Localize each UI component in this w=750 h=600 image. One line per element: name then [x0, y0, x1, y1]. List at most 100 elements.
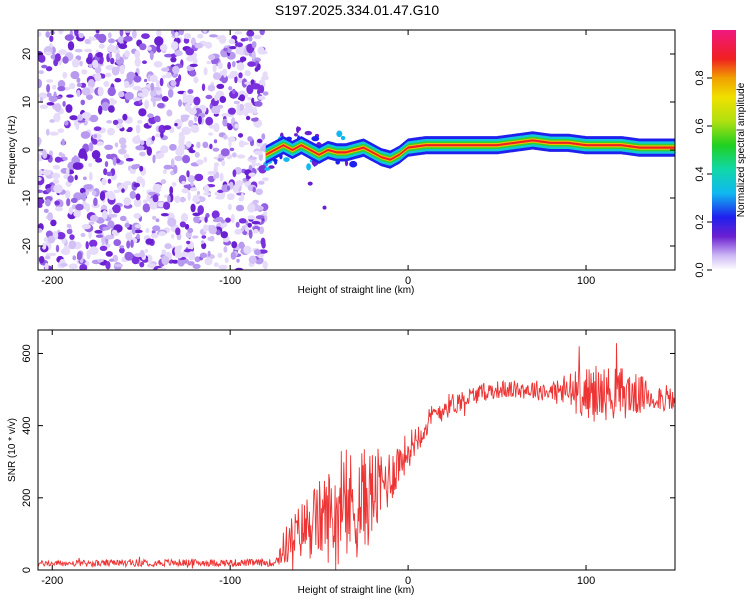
noise-blob [208, 225, 212, 234]
noise-blob [108, 105, 115, 113]
noise-blob [89, 246, 99, 256]
noise-blob [57, 80, 66, 89]
noise-blob [233, 100, 241, 105]
colorbar-gradient [712, 30, 736, 270]
signal-speckle [311, 136, 320, 142]
noise-blob [206, 60, 212, 65]
noise-blob [194, 42, 204, 49]
noise-blob [72, 255, 77, 261]
noise-blob [173, 164, 178, 174]
noise-blob [159, 77, 164, 87]
noise-blob [217, 252, 223, 258]
noise-blob [193, 96, 201, 106]
noise-blob [81, 69, 88, 75]
spectrogram-signal-track [264, 126, 675, 210]
noise-blob [199, 252, 208, 259]
noise-blob [244, 81, 253, 85]
noise-blob [219, 77, 227, 82]
noise-blob [251, 221, 261, 225]
noise-blob [101, 178, 107, 186]
noise-blob [59, 263, 68, 267]
colorbar-ticks: 0.0 0.2 0.4 0.6 0.8 [694, 70, 712, 278]
noise-blob [131, 254, 140, 265]
noise-blob [66, 228, 73, 235]
noise-blob [150, 233, 159, 239]
noise-blob [158, 231, 166, 237]
noise-blob [254, 249, 261, 256]
noise-blob [146, 263, 157, 269]
noise-blob [201, 235, 207, 239]
noise-blob [76, 77, 81, 83]
noise-blob [193, 57, 198, 66]
noise-blob [152, 154, 156, 164]
noise-blob [141, 178, 146, 188]
noise-blob [93, 197, 98, 207]
noise-blob [209, 143, 213, 150]
colorbar-tick-label: 0.0 [694, 262, 706, 277]
noise-blob [124, 222, 130, 228]
noise-blob [161, 96, 169, 102]
noise-blob [46, 84, 51, 93]
noise-blob [209, 235, 215, 242]
noise-blob [142, 199, 148, 204]
noise-blob [75, 203, 84, 211]
noise-blob [132, 30, 137, 39]
noise-blob [123, 153, 130, 159]
noise-blob [178, 74, 182, 82]
noise-blob [221, 112, 229, 118]
signal-speckle [304, 130, 312, 136]
y-tick-label: 20 [21, 48, 33, 60]
noise-blob [160, 145, 169, 154]
noise-blob [154, 115, 161, 123]
noise-blob [254, 67, 259, 72]
noise-blob [157, 102, 165, 109]
noise-blob [231, 88, 236, 95]
noise-blob [186, 240, 191, 245]
noise-blob [217, 189, 224, 193]
noise-blob [133, 198, 142, 208]
noise-blob [124, 80, 130, 89]
noise-blob [106, 120, 113, 124]
noise-blob [188, 70, 197, 77]
noise-blob [83, 176, 87, 181]
noise-blob [69, 115, 78, 121]
noise-blob [228, 86, 233, 91]
noise-blob [182, 155, 191, 164]
noise-blob [144, 78, 148, 83]
signal-speckle [322, 205, 327, 210]
noise-blob [190, 182, 194, 187]
noise-blob [163, 125, 172, 130]
noise-blob [133, 86, 139, 91]
noise-blob [240, 38, 247, 42]
noise-blob [161, 67, 170, 72]
noise-blob [251, 97, 255, 104]
noise-blob [114, 78, 122, 83]
noise-blob [242, 231, 248, 235]
noise-blob [226, 185, 231, 191]
noise-blob [175, 227, 181, 236]
noise-blob [108, 213, 118, 218]
noise-blob [95, 30, 100, 34]
noise-blob [201, 83, 206, 92]
noise-blob [159, 43, 168, 52]
signal-speckle [283, 157, 290, 163]
noise-blob [257, 46, 265, 55]
noise-blob [152, 225, 161, 232]
noise-blob [253, 106, 258, 114]
noise-blob [238, 72, 243, 79]
noise-blob [231, 60, 236, 68]
noise-blob [134, 50, 141, 59]
noise-blob [232, 152, 237, 158]
noise-blob [53, 184, 63, 194]
noise-blob [121, 188, 125, 193]
noise-blob [66, 94, 74, 98]
noise-blob [47, 235, 56, 244]
noise-blob [234, 267, 244, 270]
noise-blob [80, 232, 86, 238]
noise-blob [193, 216, 201, 224]
noise-blob [78, 150, 88, 159]
noise-blob [194, 256, 201, 263]
noise-blob [188, 120, 194, 128]
noise-blob [106, 153, 112, 160]
noise-blob [174, 122, 178, 127]
